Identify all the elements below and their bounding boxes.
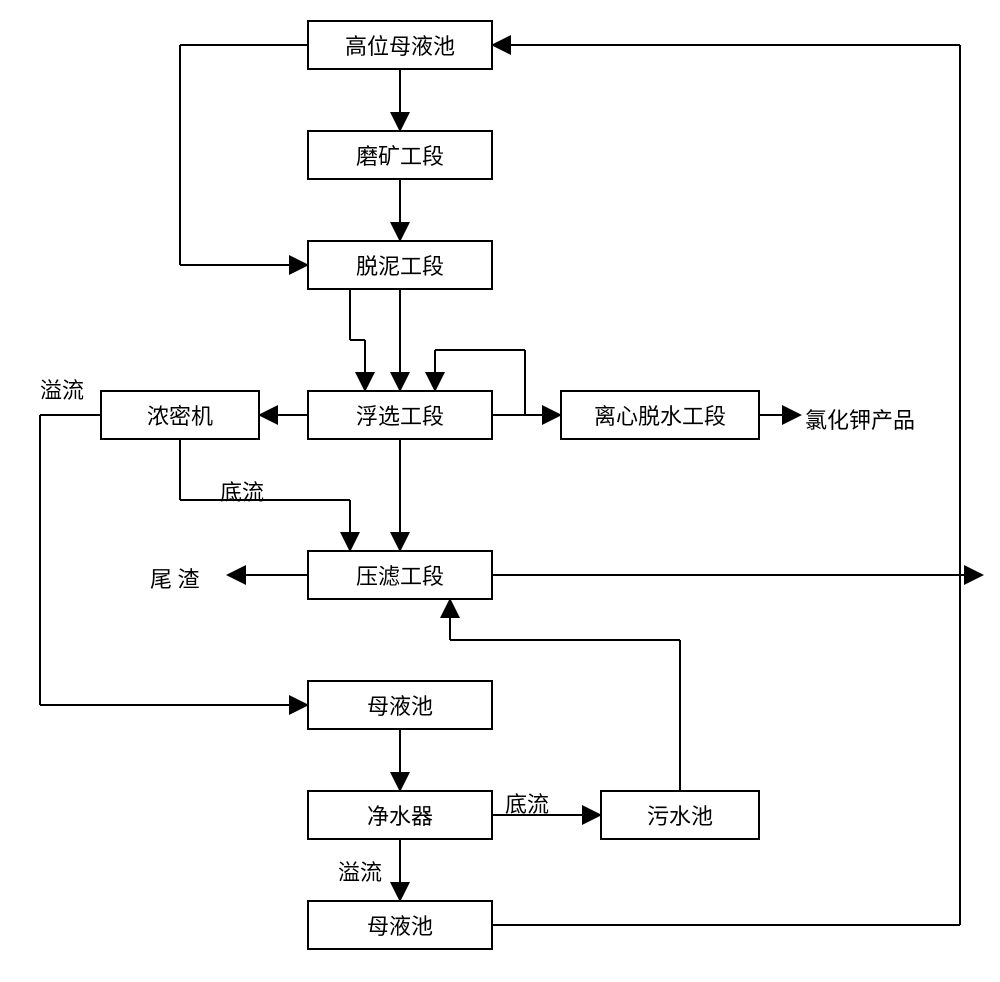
node-label: 脱泥工段 [356,249,444,281]
node-sewage-tank: 污水池 [600,790,760,840]
node-water-purifier: 净水器 [307,790,493,840]
node-label: 高位母液池 [345,29,455,61]
node-label: 磨矿工段 [356,139,444,171]
node-label: 浮选工段 [356,399,444,431]
node-centrifugal-dewatering: 离心脱水工段 [560,390,760,440]
node-label: 母液池 [367,909,433,941]
label-overflow-2: 溢流 [338,855,382,887]
node-grinding-section: 磨矿工段 [307,130,493,180]
label-overflow-1: 溢流 [40,373,84,405]
node-desliming-section: 脱泥工段 [307,240,493,290]
label-product: 氯化钾产品 [805,403,915,435]
node-filter-press-section: 压滤工段 [307,550,493,600]
node-high-mother-liquor-tank: 高位母液池 [307,20,493,70]
node-label: 污水池 [647,799,713,831]
node-thickener: 浓密机 [100,390,260,440]
node-label: 母液池 [367,689,433,721]
node-label: 浓密机 [147,399,213,431]
node-flotation-section: 浮选工段 [307,390,493,440]
label-underflow-1: 底流 [220,475,264,507]
label-underflow-2: 底流 [505,787,549,819]
node-label: 压滤工段 [356,559,444,591]
node-mother-liquor-tank-2: 母液池 [307,900,493,950]
node-label: 净水器 [367,799,433,831]
label-tailings: 尾 渣 [150,562,200,594]
flow-arrows [0,0,1000,982]
node-mother-liquor-tank-1: 母液池 [307,680,493,730]
node-label: 离心脱水工段 [594,399,726,431]
